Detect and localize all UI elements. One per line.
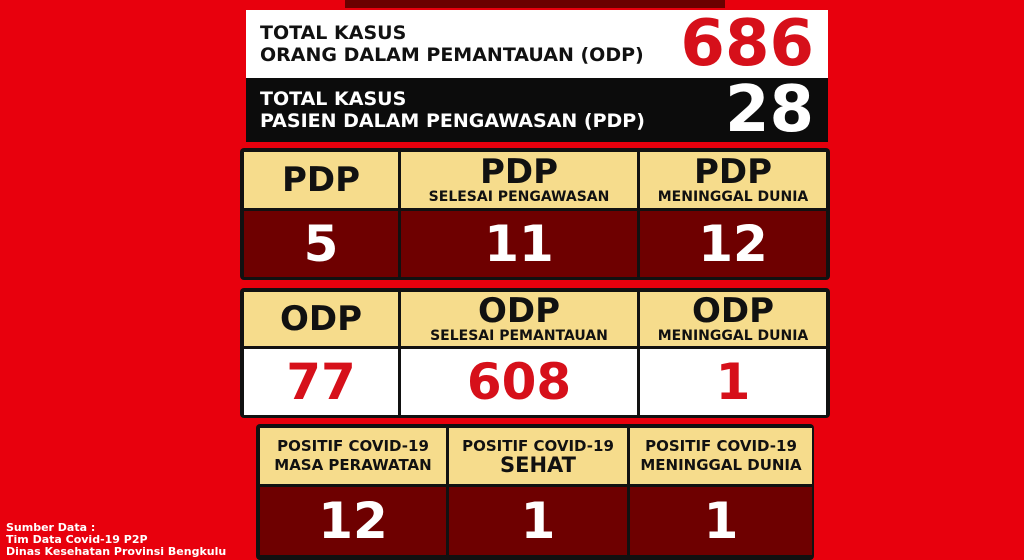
header-cell: ODP SELESAI PEMANTAUAN bbox=[401, 292, 637, 346]
source-line: Sumber Data : bbox=[6, 521, 96, 534]
summary-pdp: TOTAL KASUS PASIEN DALAM PENGAWASAN (PDP… bbox=[246, 78, 828, 142]
value-cell: 1 bbox=[449, 487, 627, 555]
top-bar bbox=[345, 0, 725, 8]
value-cell: 1 bbox=[630, 487, 812, 555]
summary-value: 28 bbox=[724, 73, 814, 147]
source-line: Dinas Kesehatan Provinsi Bengkulu bbox=[6, 545, 227, 558]
summary-value: 686 bbox=[680, 7, 814, 81]
value-cell: 12 bbox=[260, 487, 446, 555]
header-subtitle: SEHAT bbox=[500, 453, 576, 477]
summary-label: TOTAL KASUS PASIEN DALAM PENGAWASAN (PDP… bbox=[260, 88, 645, 132]
header-subtitle: SELESAI PENGAWASAN bbox=[428, 189, 610, 205]
label-line: ORANG DALAM PEMANTAUAN (ODP) bbox=[260, 44, 644, 66]
header-title: POSITIF COVID-19 bbox=[645, 437, 797, 455]
value-cell: 77 bbox=[244, 349, 398, 415]
header-title: PDP bbox=[479, 152, 559, 192]
stat-table: POSITIF COVID-19 MASA PERAWATAN 12 POSITIF … bbox=[256, 424, 814, 560]
header-title: PDP bbox=[693, 152, 773, 192]
header-cell: PDP MENINGGAL DUNIA bbox=[640, 152, 826, 208]
source: Sumber Data : Tim Data Covid-19 P2P Dina… bbox=[6, 522, 226, 558]
header-cell: POSITIF COVID-19 MENINGGAL DUNIA bbox=[630, 428, 812, 484]
header-title: POSITIF COVID-19 bbox=[462, 437, 614, 455]
label-line: TOTAL KASUS bbox=[260, 88, 407, 110]
header-subtitle: MENINGGAL DUNIA bbox=[657, 189, 809, 205]
header-title: ODP bbox=[477, 291, 561, 331]
header-subtitle: SELESAI PEMANTAUAN bbox=[430, 328, 608, 344]
header-cell: PDP bbox=[244, 152, 398, 208]
header-title: PDP bbox=[281, 160, 361, 200]
source-line: Tim Data Covid-19 P2P bbox=[6, 533, 148, 546]
stat-table: PDP 5 PDP SELESAI PENGAWASAN 11 PDP MENINGGAL … bbox=[240, 148, 830, 280]
label-line: PASIEN DALAM PENGAWASAN (PDP) bbox=[260, 110, 645, 132]
value-cell: 12 bbox=[640, 211, 826, 277]
value-cell: 608 bbox=[401, 349, 637, 415]
header-cell: ODP bbox=[244, 292, 398, 346]
header-subtitle: MASA PERAWATAN bbox=[274, 456, 432, 474]
value-cell: 11 bbox=[401, 211, 637, 277]
header-title: ODP bbox=[279, 299, 363, 339]
stat-table: ODP 77 ODP SELESAI PEMANTAUAN 608 ODP MENINGGA… bbox=[240, 288, 830, 418]
summary-label: TOTAL KASUS ORANG DALAM PEMANTAUAN (ODP) bbox=[260, 22, 644, 66]
header-subtitle: MENINGGAL DUNIA bbox=[657, 328, 809, 344]
header-subtitle: MENINGGAL DUNIA bbox=[640, 456, 802, 474]
header-cell: POSITIF COVID-19 MASA PERAWATAN bbox=[260, 428, 446, 484]
header-title: POSITIF COVID-19 bbox=[277, 437, 429, 455]
header-cell: POSITIF COVID-19 SEHAT bbox=[449, 428, 627, 484]
value-cell: 5 bbox=[244, 211, 398, 277]
header-title: ODP bbox=[691, 291, 775, 331]
header-cell: ODP MENINGGAL DUNIA bbox=[640, 292, 826, 346]
header-cell: PDP SELESAI PENGAWASAN bbox=[401, 152, 637, 208]
summary-odp: TOTAL KASUS ORANG DALAM PEMANTAUAN (ODP)… bbox=[246, 10, 828, 78]
label-line: TOTAL KASUS bbox=[260, 22, 407, 44]
value-cell: 1 bbox=[640, 349, 826, 415]
